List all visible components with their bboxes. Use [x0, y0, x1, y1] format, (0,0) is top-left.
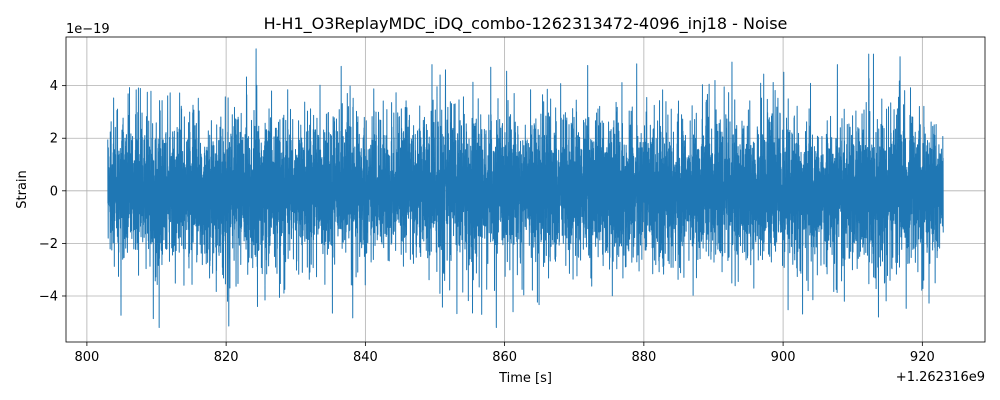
x-tick-label: 840 [353, 350, 378, 365]
y-tick-label: −4 [39, 289, 58, 304]
y-tick-label: 2 [50, 132, 58, 147]
noise-series-line [107, 48, 944, 329]
x-tick-label: 900 [771, 350, 796, 365]
y-tick-label: 4 [50, 79, 58, 94]
x-tick-label: 880 [631, 350, 656, 365]
x-offset-label: +1.262316e9 [896, 370, 985, 385]
x-tick-label: 920 [910, 350, 935, 365]
y-axis-label: Strain [15, 170, 30, 209]
chart-title: H-H1_O3ReplayMDC_iDQ_combo-1262313472-40… [264, 14, 788, 34]
y-tick-label: 0 [50, 184, 58, 199]
x-axis: 800 820 840 860 880 900 920 [74, 342, 935, 365]
x-axis-label: Time [s] [498, 371, 552, 386]
plot-frame [65, 36, 986, 343]
y-tick-label: −2 [39, 237, 58, 252]
y-scale-label: 1e−19 [66, 22, 110, 37]
noise-series [107, 48, 944, 329]
x-tick-label: 800 [74, 350, 99, 365]
x-tick-label: 820 [214, 350, 239, 365]
y-axis: −4 −2 0 2 4 [39, 79, 66, 304]
x-tick-label: 860 [492, 350, 517, 365]
